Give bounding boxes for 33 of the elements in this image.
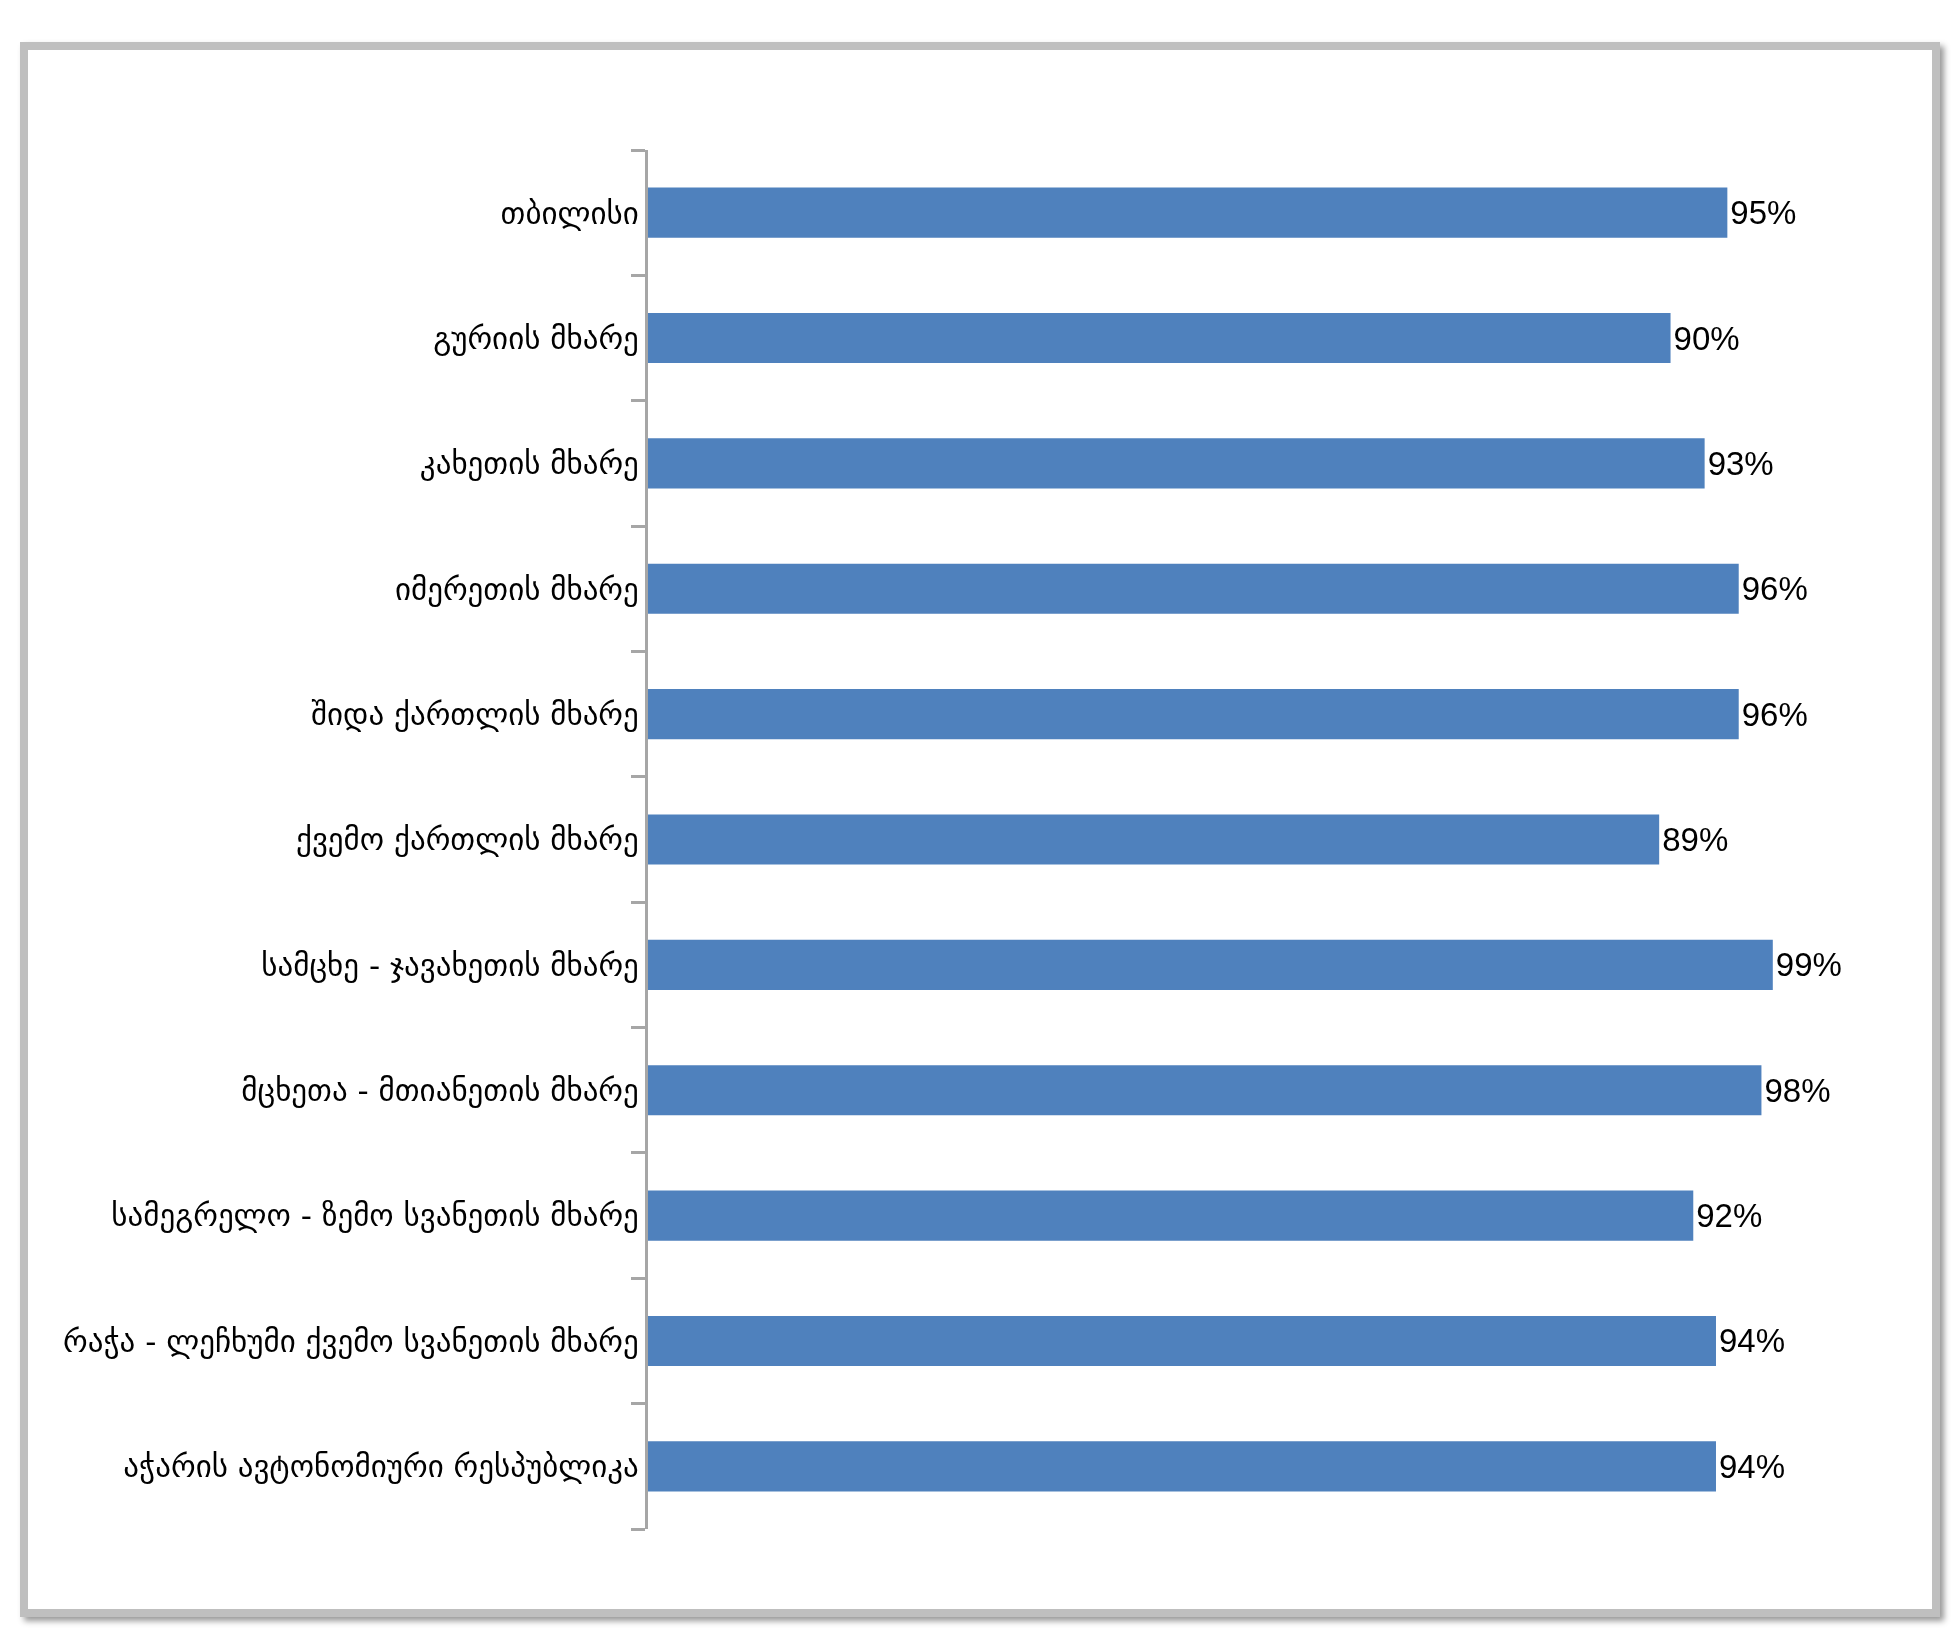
data-label: 94% <box>1718 1447 1786 1485</box>
data-label: 98% <box>1764 1071 1831 1109</box>
bar <box>648 1190 1694 1241</box>
y-tick-label: გურიის მხარე <box>433 319 639 356</box>
data-label: 90% <box>1673 319 1740 357</box>
y-tick-label: სამცხე - ჯავახეთის მხარე <box>261 946 639 983</box>
bar <box>648 939 1773 990</box>
data-label: 96% <box>1741 570 1808 608</box>
y-tick-label: მცხეთა - მთიანეთის მხარე <box>241 1072 639 1109</box>
bar <box>648 689 1739 740</box>
data-label: 96% <box>1741 695 1808 733</box>
bar <box>648 563 1739 614</box>
bar <box>648 1441 1716 1492</box>
data-label: 94% <box>1718 1322 1786 1360</box>
y-tick-label: რაჭა - ლეჩხუმი ქვემო სვანეთის მხარე <box>63 1322 639 1359</box>
bar <box>648 312 1671 364</box>
bar <box>648 187 1728 238</box>
y-tick-label: თბილისი <box>500 194 639 231</box>
data-label: 93% <box>1707 444 1774 482</box>
y-tick-label: ქვემო ქართლის მხარე <box>296 821 639 858</box>
data-label: 89% <box>1662 821 1729 858</box>
bar <box>648 814 1660 865</box>
y-tick-label: შიდა ქართლის მხარე <box>310 695 639 732</box>
data-label: 92% <box>1696 1197 1763 1235</box>
y-tick-label: აჭარის ავტონომიური რესპუბლიკა <box>123 1448 639 1485</box>
y-tick-label: იმერეთის მხარე <box>394 570 639 607</box>
data-label: 99% <box>1775 946 1842 984</box>
y-tick-label: კახეთის მხარე <box>419 445 639 482</box>
bar <box>648 1315 1716 1367</box>
data-label: 95% <box>1730 194 1797 232</box>
bar <box>648 438 1705 489</box>
bar <box>648 1065 1762 1116</box>
y-tick-label: სამეგრელო - ზემო სვანეთის მხარე <box>111 1197 639 1234</box>
